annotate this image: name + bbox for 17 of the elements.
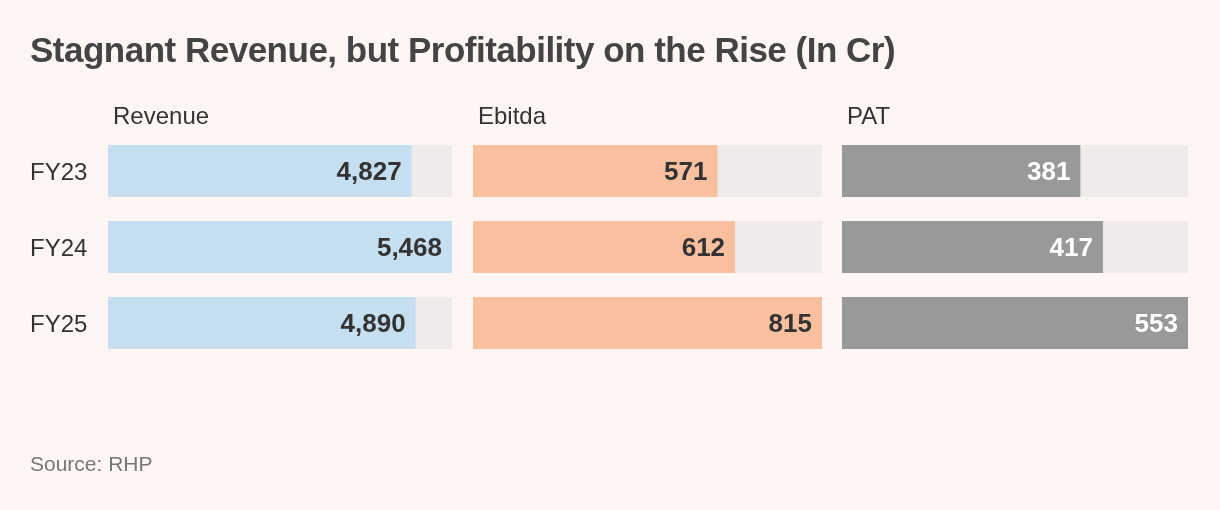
data-label: 4,890: [340, 308, 406, 338]
y-tick-label: FY24: [30, 233, 88, 261]
chart-title: Stagnant Revenue, but Profitability on the Rise (In Cr): [30, 30, 896, 70]
data-label: 571: [664, 156, 708, 186]
data-label: 612: [681, 232, 726, 262]
data-label: 4,827: [336, 156, 402, 186]
data-label: 815: [768, 308, 812, 338]
data-label: 381: [1026, 156, 1071, 186]
data-label: 5,468: [376, 232, 442, 262]
y-tick-label: FY25: [30, 309, 88, 337]
source-note: Source: RHP: [30, 452, 153, 476]
x-axis-title: Ebitda: [478, 101, 547, 129]
data-label: 553: [1134, 308, 1178, 338]
x-axis-title: Revenue: [113, 101, 210, 129]
y-tick-label: FY23: [30, 157, 88, 185]
data-label: 417: [1049, 232, 1093, 262]
x-axis-title: PAT: [847, 101, 891, 129]
